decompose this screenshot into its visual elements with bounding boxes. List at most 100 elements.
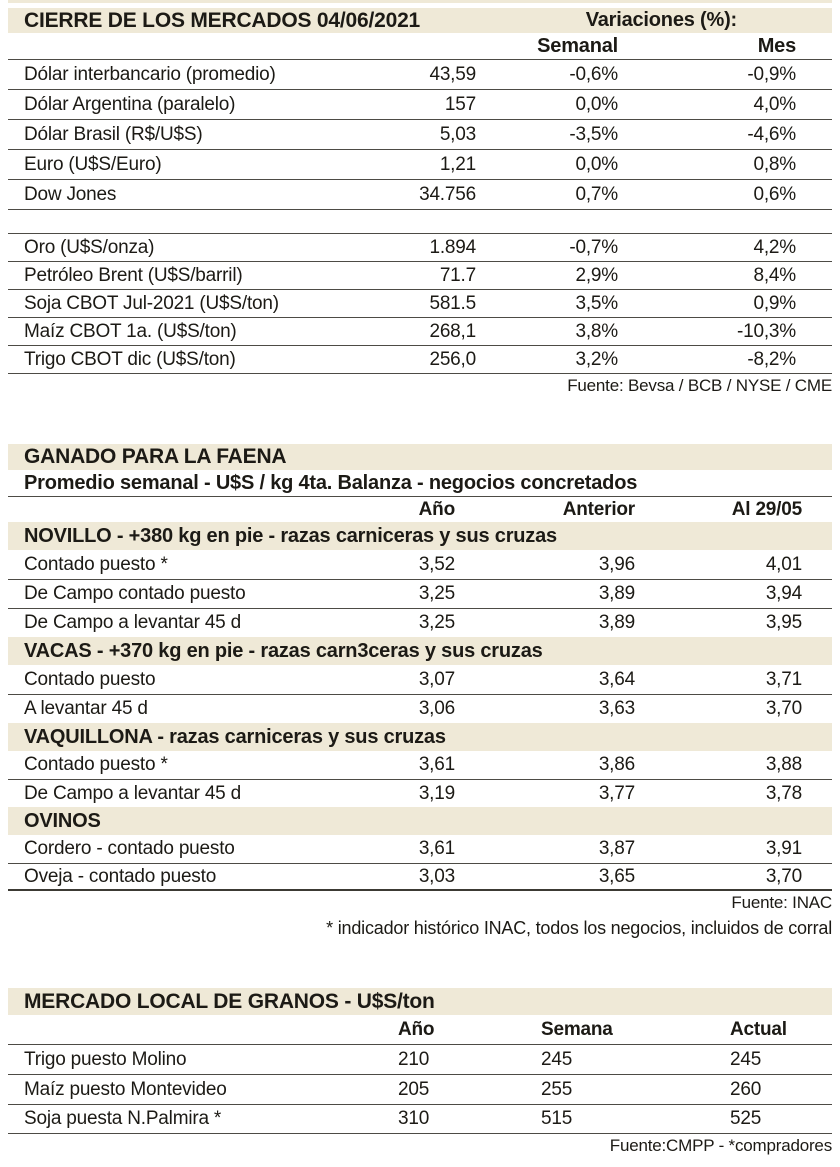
col-header-ano: Año	[418, 498, 456, 520]
column-header-row: Año Semana Actual	[8, 1015, 832, 1045]
group-header-bar: OVINOS	[8, 807, 832, 835]
row-ano: 205	[398, 1078, 430, 1100]
col-header-semanal: Semanal	[537, 34, 618, 57]
row-label: Maíz puesto Montevideo	[24, 1078, 227, 1100]
group-novillo: NOVILLO - +380 kg en pie - razas carnice…	[8, 522, 832, 637]
section-header-bar: CIERRE DE LOS MERCADOS 04/06/2021 Variac…	[8, 8, 832, 33]
row-al2905: 3,70	[765, 865, 802, 887]
row-semanal: 0,0%	[575, 93, 618, 115]
row-label: Dólar Argentina (paralelo)	[24, 93, 236, 115]
col-header-al2905: Al 29/05	[731, 498, 802, 520]
row-semanal: -0,7%	[569, 236, 618, 258]
row-al2905: 4,01	[765, 553, 802, 575]
row-anterior: 3,89	[598, 583, 635, 604]
source-line: Fuente: Bevsa / BCB / NYSE / CME	[567, 376, 832, 395]
group-ovinos: OVINOS Cordero - contado puesto 3,61 3,8…	[8, 807, 832, 891]
table-row: Oveja - contado puesto 3,03 3,65 3,70	[8, 863, 832, 891]
row-anterior: 3,65	[598, 865, 635, 887]
row-ano: 3,61	[418, 838, 455, 859]
row-mes: -8,2%	[747, 348, 796, 370]
row-label: Contado puesto	[24, 668, 156, 690]
table-row: A levantar 45 d 3,06 3,63 3,70	[8, 694, 832, 723]
source-line: Fuente: INAC	[731, 893, 832, 912]
col-header-mes: Mes	[757, 34, 797, 57]
row-mes: 4,2%	[753, 236, 796, 258]
table-row: Petróleo Brent (U$S/barril) 71.7 2,9% 8,…	[8, 262, 832, 290]
row-ano: 3,19	[418, 782, 455, 804]
table-row: Soja puesta N.Palmira * 310 515 525	[8, 1105, 832, 1134]
row-label: Dólar interbancario (promedio)	[24, 63, 276, 85]
row-semanal: 3,8%	[575, 320, 618, 342]
column-header-row: Semanal Mes	[8, 33, 832, 60]
row-label: Trigo CBOT dic (U$S/ton)	[24, 348, 236, 370]
row-value: 34.756	[419, 183, 476, 205]
row-label: Contado puesto *	[24, 553, 168, 575]
row-ano: 310	[398, 1108, 430, 1129]
row-value: 256,0	[429, 348, 476, 370]
source-line: Fuente:CMPP - *compradores	[609, 1136, 832, 1155]
row-label: De Campo a levantar 45 d	[24, 612, 241, 633]
section-title: GANADO PARA LA FAENA	[24, 445, 287, 468]
column-header-row: Año Anterior Al 29/05	[8, 497, 832, 522]
row-al2905: 3,71	[765, 668, 802, 690]
row-mes: -4,6%	[747, 123, 796, 145]
row-anterior: 3,86	[598, 754, 635, 775]
row-label: Soja puesta N.Palmira *	[24, 1108, 222, 1129]
table-row: Contado puesto * 3,61 3,86 3,88	[8, 751, 832, 779]
row-value: 1.894	[429, 236, 476, 258]
section-header-bar: MERCADO LOCAL DE GRANOS - U$S/ton	[8, 988, 832, 1015]
row-semana: 515	[541, 1108, 573, 1129]
row-anterior: 3,63	[598, 698, 635, 719]
row-mes: 0,8%	[753, 153, 796, 175]
row-semanal: -0,6%	[569, 63, 618, 85]
row-semanal: 3,2%	[575, 348, 618, 370]
row-mes: 0,9%	[753, 292, 796, 314]
row-label: Oro (U$S/onza)	[24, 236, 155, 258]
row-label: A levantar 45 d	[24, 698, 148, 719]
table-row: Trigo puesto Molino 210 245 245	[8, 1045, 832, 1075]
row-label: Contado puesto *	[24, 754, 168, 775]
col-header-semana: Semana	[541, 1018, 613, 1040]
row-actual: 260	[730, 1078, 762, 1100]
row-label: De Campo contado puesto	[24, 583, 246, 604]
group-header-bar: VAQUILLONA - razas carniceras y sus cruz…	[8, 723, 832, 751]
row-anterior: 3,87	[598, 838, 635, 859]
table-row: Dow Jones 34.756 0,7% 0,6%	[8, 180, 832, 210]
row-anterior: 3,64	[598, 668, 635, 690]
row-semanal: -3,5%	[569, 123, 618, 145]
group-vacas: VACAS - +370 kg en pie - razas carn3cera…	[8, 637, 832, 723]
table-row: Dólar interbancario (promedio) 43,59 -0,…	[8, 60, 832, 90]
table-row: Maíz puesto Montevideo 205 255 260	[8, 1075, 832, 1105]
row-semana: 245	[541, 1048, 573, 1070]
row-ano: 3,07	[418, 668, 455, 690]
row-semanal: 0,7%	[575, 183, 618, 205]
row-value: 157	[444, 93, 476, 115]
row-mes: 8,4%	[753, 264, 796, 286]
col-header-actual: Actual	[730, 1018, 787, 1040]
row-ano: 3,25	[418, 583, 455, 604]
row-mes: 0,6%	[753, 183, 796, 205]
section-title: MERCADO LOCAL DE GRANOS - U$S/ton	[24, 989, 435, 1013]
table-row: Oro (U$S/onza) 1.894 -0,7% 4,2%	[8, 234, 832, 262]
table-row: Contado puesto 3,07 3,64 3,71	[8, 665, 832, 694]
row-semanal: 3,5%	[575, 292, 618, 314]
section-cierre-mercados: CIERRE DE LOS MERCADOS 04/06/2021 Variac…	[8, 8, 832, 398]
row-label: Oveja - contado puesto	[24, 865, 217, 887]
table-row: De Campo a levantar 45 d 3,25 3,89 3,95	[8, 608, 832, 637]
table-row: De Campo contado puesto 3,25 3,89 3,94	[8, 579, 832, 608]
row-al2905: 3,94	[765, 583, 802, 604]
row-label: Dólar Brasil (R$/U$S)	[24, 123, 203, 145]
row-anterior: 3,77	[598, 782, 635, 804]
row-al2905: 3,95	[765, 612, 802, 633]
section-subtitle: Promedio semanal - U$S / kg 4ta. Balanza…	[8, 470, 832, 497]
table-row: Maíz CBOT 1a. (U$S/ton) 268,1 3,8% -10,3…	[8, 318, 832, 346]
row-mes: -0,9%	[747, 63, 796, 85]
table-row: Cordero - contado puesto 3,61 3,87 3,91	[8, 835, 832, 863]
group-header-bar: VACAS - +370 kg en pie - razas carn3cera…	[8, 637, 832, 665]
row-label: Euro (U$S/Euro)	[24, 153, 162, 175]
table-row: Euro (U$S/Euro) 1,21 0,0% 0,8%	[8, 150, 832, 180]
group-header-bar: NOVILLO - +380 kg en pie - razas carnice…	[8, 522, 832, 550]
row-actual: 525	[730, 1108, 762, 1129]
top-strip	[8, 0, 832, 3]
row-value: 71.7	[439, 264, 476, 286]
